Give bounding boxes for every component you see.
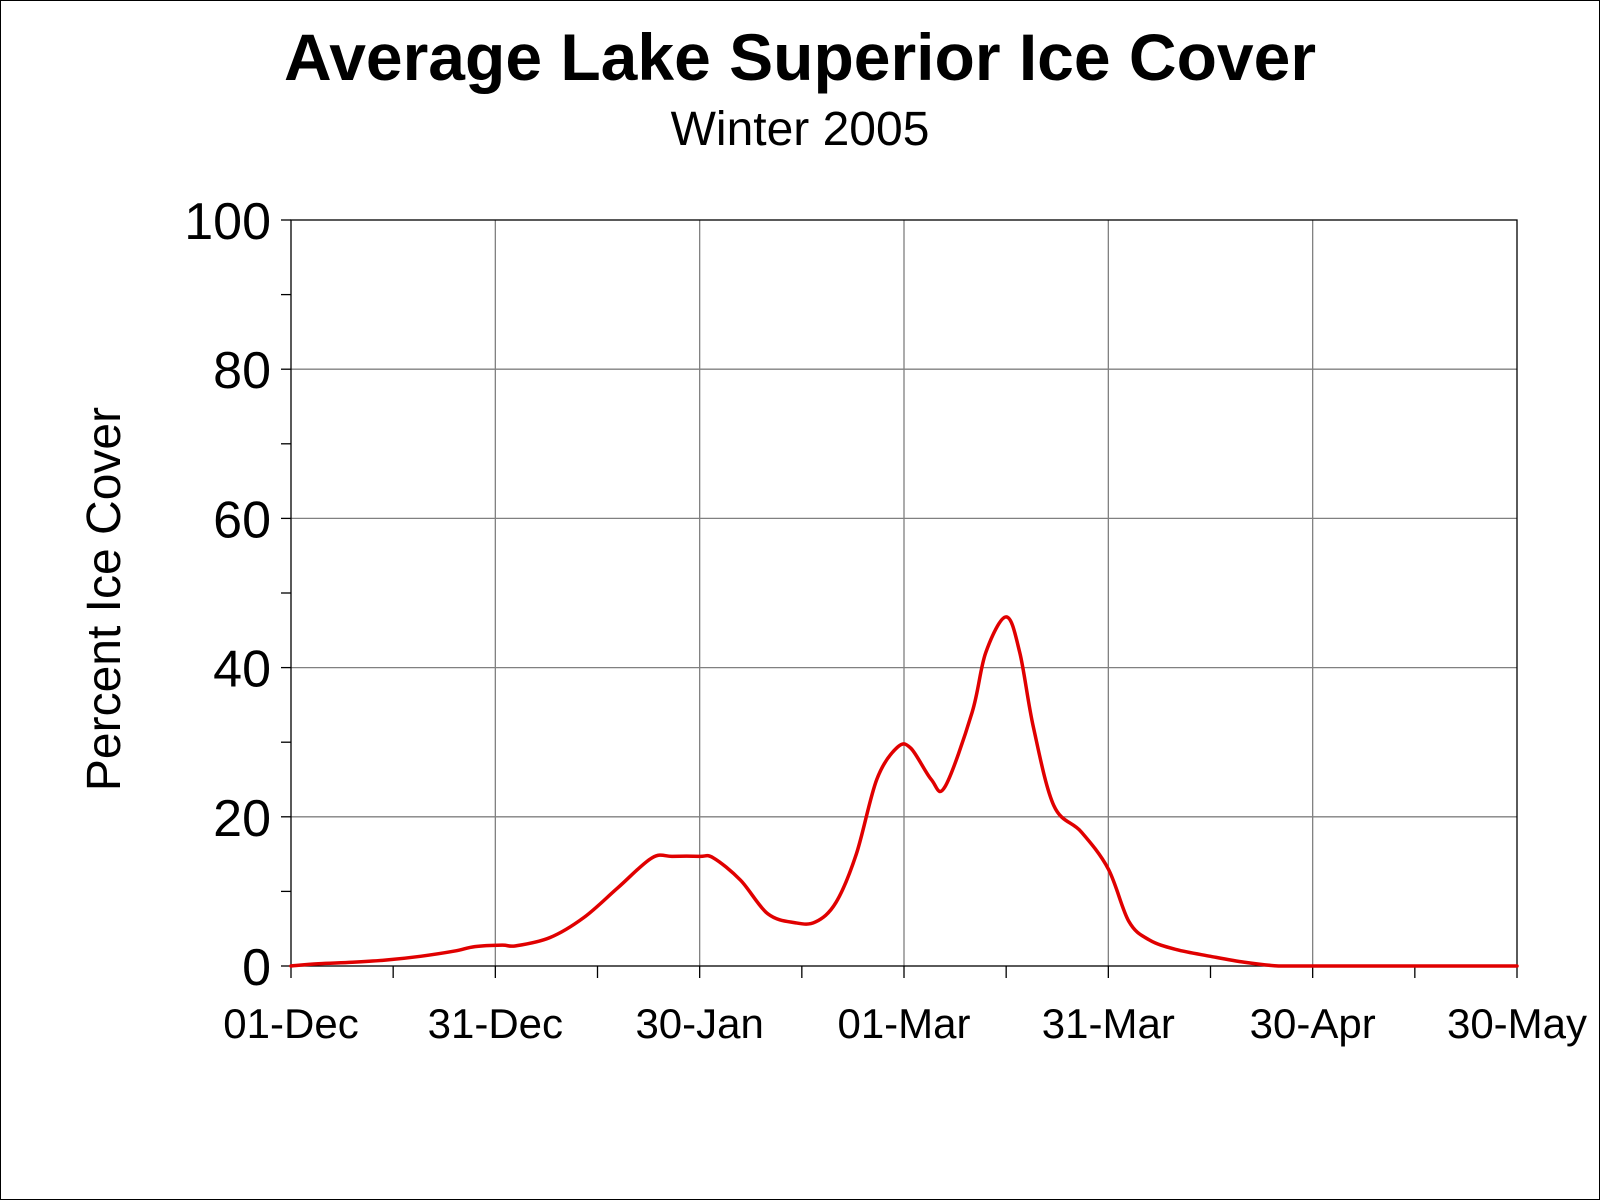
- x-tick-label: 31-Mar: [1042, 1000, 1175, 1047]
- y-tick-label: 20: [213, 790, 271, 848]
- series-layer: [289, 615, 1519, 968]
- y-axis: 0 20 40 60 80 100: [184, 193, 291, 997]
- chart-title: Average Lake Superior Ice Cover: [284, 20, 1316, 94]
- x-tick-label: 30-Jan: [635, 1000, 763, 1047]
- y-tick-label: 80: [213, 342, 271, 400]
- y-tick-label: 0: [242, 939, 271, 997]
- ice-cover-line: [289, 615, 1519, 968]
- y-axis-label: Percent Ice Cover: [78, 407, 131, 791]
- y-tick-label: 60: [213, 491, 271, 549]
- x-tick-label: 01-Dec: [223, 1000, 358, 1047]
- x-tick-label: 30-Apr: [1250, 1000, 1376, 1047]
- chart-subtitle: Winter 2005: [671, 103, 930, 156]
- y-tick-label: 40: [213, 641, 271, 699]
- x-tick-label: 01-Mar: [837, 1000, 970, 1047]
- x-tick-label: 30-May: [1447, 1000, 1587, 1047]
- x-axis: 01-Dec 31-Dec 30-Jan 01-Mar 31-Mar 30-Apr 30-M…: [223, 966, 1587, 1047]
- y-tick-label: 100: [184, 193, 271, 251]
- x-tick-label: 31-Dec: [428, 1000, 563, 1047]
- gridlines: [291, 220, 1517, 966]
